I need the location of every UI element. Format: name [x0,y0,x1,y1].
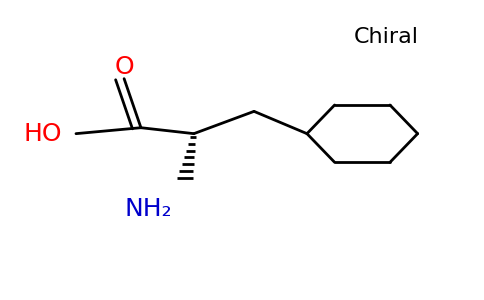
Text: NH₂: NH₂ [124,197,172,221]
Text: Chiral: Chiral [354,27,419,47]
Text: HO: HO [23,122,61,146]
Text: O: O [114,55,134,79]
